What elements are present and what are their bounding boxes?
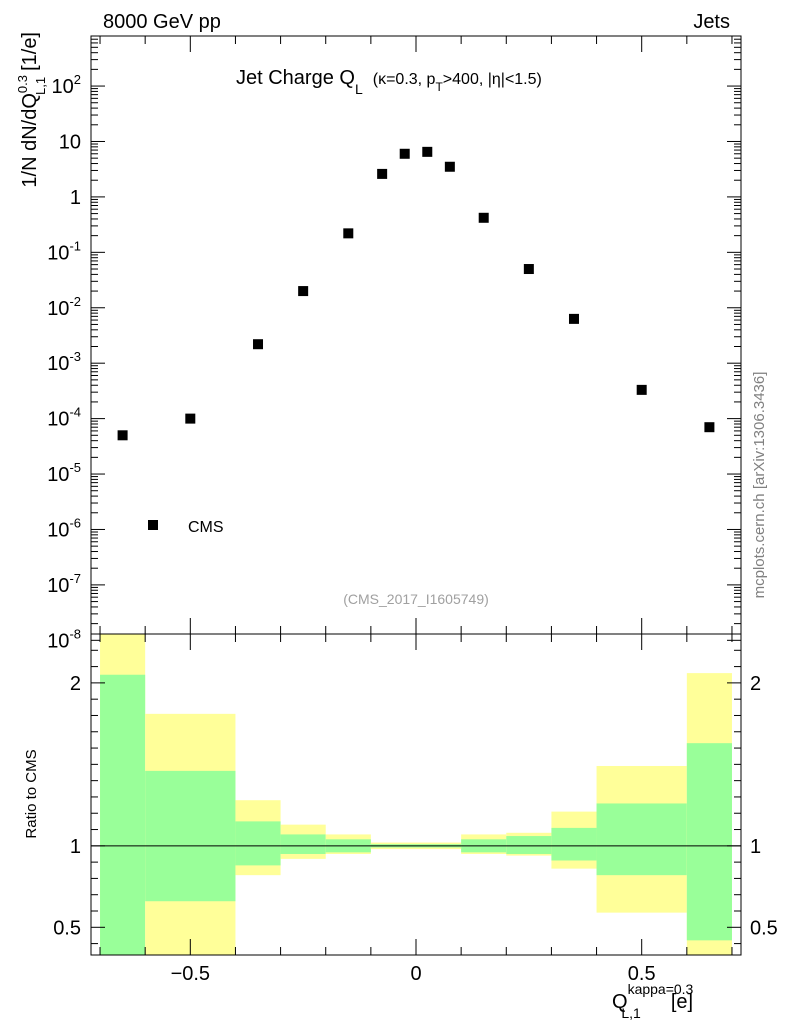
ratio-y-tick-label-right: 0.5: [750, 917, 778, 939]
y-tick-label: 10: [59, 131, 81, 153]
plot-title-extra-sub: T: [435, 80, 443, 94]
inner-band: [145, 770, 236, 902]
header-left: 8000 GeV pp: [103, 11, 221, 33]
data-points-cms: [117, 146, 715, 441]
header-right: Jets: [693, 11, 730, 33]
main-y-axis-label: 1/N dN/dQ0.3 L,1 [1/e]: [15, 32, 48, 188]
ratio-y-tick-label-left: 2: [70, 673, 81, 695]
legend-marker-cms: [148, 520, 158, 530]
inner-band: [506, 836, 552, 854]
ratio-plot-x-tick-labels: −0.5 0 0.5: [171, 963, 656, 985]
data-point: [298, 286, 309, 297]
main-y-axis-label-sup: 0.3: [15, 75, 30, 93]
ratio-plot-axis-ticks: [91, 634, 741, 955]
data-point: [117, 430, 128, 441]
x-axis-label-sub: L,1: [621, 1005, 641, 1021]
plot-title-extra: (κ=0.3, p: [373, 71, 436, 88]
y-tick-label: 10-7: [47, 571, 81, 597]
plot-title-sub: L: [355, 81, 363, 97]
inner-band: [280, 834, 326, 854]
plot-title: Jet Charge QL (κ=0.3, pT>400, |η|<1.5): [236, 67, 542, 97]
x-tick-label: −0.5: [171, 963, 210, 985]
y-tick-label: 10-5: [47, 460, 81, 486]
data-point: [399, 148, 410, 159]
x-axis-label-main: Q: [612, 991, 628, 1013]
data-point: [343, 228, 354, 239]
data-point: [636, 384, 647, 395]
x-axis-label-sup: kappa=0.3: [628, 981, 694, 997]
analysis-label: (CMS_2017_I1605749): [343, 591, 489, 607]
inner-band: [686, 743, 732, 941]
y-tick-label: 10-8: [47, 626, 81, 652]
x-axis-label: Qkappa=0.3 L,1 [e]: [612, 981, 694, 1021]
data-point: [568, 313, 579, 324]
ratio-plot-panel: 0.5 0.5 1 1 2 2 −0.5 0 0.5 Ratio to CMS Qkappa=…: [23, 633, 778, 1021]
ratio-y-axis-label: Ratio to CMS: [23, 749, 40, 838]
side-label: mcplots.cern.ch [arXiv:1306.3436]: [751, 372, 768, 599]
main-y-axis-label-sub: L,1: [33, 77, 48, 95]
x-tick-label: 0: [410, 963, 421, 985]
data-point: [422, 146, 433, 157]
ratio-y-tick-label-right: 1: [750, 836, 761, 858]
data-point: [523, 264, 534, 275]
data-point: [185, 413, 196, 424]
ratio-plot-y-tick-labels: 0.5 0.5 1 1 2 2: [53, 673, 778, 939]
main-plot-panel: 10-8 10-7 10-6 10-5 10-4 10-3 10-2 10-1 1 10 102 J…: [15, 32, 742, 652]
ratio-y-tick-label-left: 0.5: [53, 917, 81, 939]
plot-title-main: Jet Charge Q: [236, 67, 355, 89]
data-point: [444, 161, 455, 172]
x-axis-label-unit: [e]: [671, 991, 693, 1013]
y-tick-label: 10-3: [47, 349, 81, 375]
data-point: [377, 168, 388, 179]
ratio-bands: [100, 634, 732, 955]
data-point: [478, 212, 489, 223]
data-point: [704, 422, 715, 433]
ratio-y-tick-label-right: 2: [750, 673, 761, 695]
data-point: [253, 339, 264, 350]
main-plot-axis-ticks: [91, 35, 741, 641]
main-y-axis-label-unit: [1/e]: [19, 32, 41, 71]
main-plot-frame: [90, 35, 742, 635]
inner-band: [100, 674, 146, 955]
y-tick-label: 10-1: [47, 238, 81, 264]
ratio-y-tick-label-left: 1: [70, 836, 81, 858]
y-tick-label: 10-2: [47, 294, 81, 320]
y-tick-label: 10-6: [47, 515, 81, 541]
main-plot-y-tick-labels: 10-8 10-7 10-6 10-5 10-4 10-3 10-2 10-1 1 10 102: [47, 72, 81, 652]
inner-band: [235, 821, 281, 866]
legend-label-cms: CMS: [188, 519, 224, 536]
y-tick-label: 10-4: [47, 405, 81, 431]
plot-title-extra-tail: >400, |η|<1.5): [443, 71, 542, 88]
inner-band: [551, 827, 597, 861]
inner-band: [596, 803, 687, 876]
y-tick-label: 1: [70, 187, 81, 209]
y-tick-label: 102: [52, 72, 81, 98]
x-tick-label: 0.5: [628, 963, 656, 985]
main-y-axis-label-main: 1/N dN/dQ: [19, 93, 41, 187]
